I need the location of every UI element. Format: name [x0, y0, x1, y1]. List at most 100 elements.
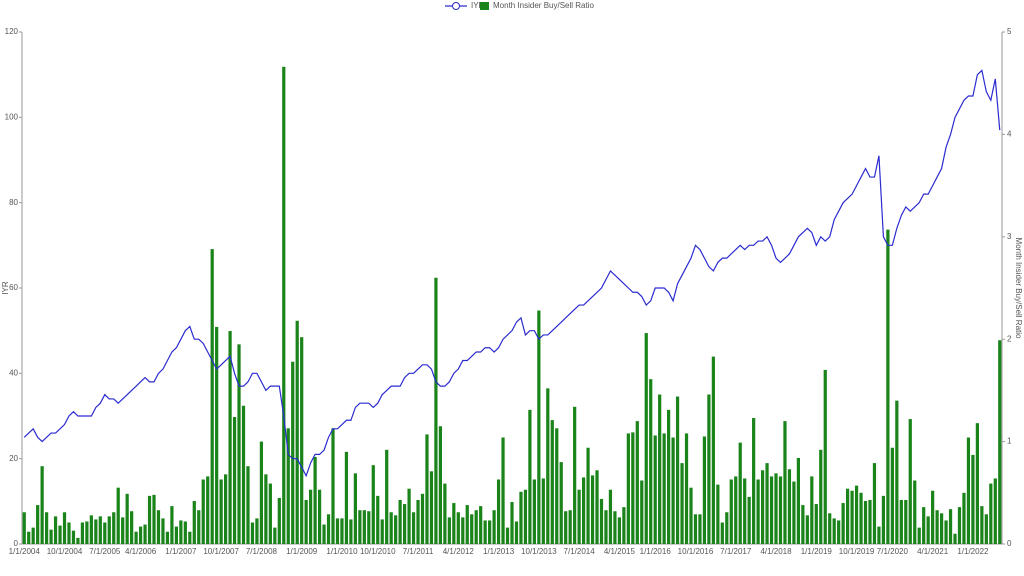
bar	[828, 513, 832, 544]
bar	[684, 433, 689, 544]
bar	[389, 512, 393, 544]
bar	[599, 498, 604, 544]
bar	[402, 504, 407, 544]
y2-axis-label: Month Insider Buy/Sell Ratio	[1014, 238, 1023, 339]
bar	[197, 510, 201, 544]
bar	[872, 463, 877, 544]
bar	[720, 522, 724, 544]
bar	[58, 525, 62, 544]
bar	[743, 478, 747, 544]
x-tick-label: 7/1/2014	[564, 547, 596, 556]
bar	[103, 522, 107, 544]
bar	[255, 518, 259, 544]
x-tick-label: 4/1/2015	[604, 547, 636, 556]
bar	[116, 487, 120, 544]
bar	[537, 310, 541, 544]
bar	[581, 477, 586, 544]
bar	[479, 506, 483, 544]
bar	[805, 515, 809, 544]
y2-tick-label: 2	[1007, 334, 1012, 343]
bar	[385, 449, 389, 544]
bar	[823, 369, 827, 544]
x-tick-label: 4/1/2021	[917, 547, 949, 556]
bar	[434, 277, 438, 544]
bar	[622, 507, 626, 544]
bar	[604, 510, 608, 544]
bar	[738, 442, 742, 544]
bar	[53, 516, 58, 544]
legend-marker	[452, 2, 460, 10]
bar	[411, 512, 416, 544]
bar	[304, 499, 308, 544]
bar	[156, 510, 161, 544]
bar	[546, 388, 550, 544]
bar	[394, 515, 398, 544]
bar	[470, 514, 474, 544]
legend: IYR Month Insider Buy/Sell Ratio	[445, 1, 594, 10]
bar	[778, 476, 783, 544]
bar	[725, 512, 729, 544]
bar	[501, 437, 505, 544]
y-tick-label: 0	[14, 539, 19, 548]
bar	[505, 527, 510, 544]
bar	[774, 473, 778, 544]
bar	[89, 515, 93, 544]
bar	[752, 418, 756, 544]
bar	[890, 447, 894, 544]
bar	[188, 531, 192, 544]
bar	[335, 518, 340, 544]
x-tick-label: 10/1/2019	[839, 547, 875, 556]
bar	[152, 494, 156, 544]
bar	[541, 478, 545, 544]
bar	[528, 409, 532, 544]
bar	[787, 469, 792, 544]
bar	[711, 356, 715, 544]
bar	[232, 417, 237, 544]
bar	[734, 476, 738, 544]
x-tick-label: 10/1/2010	[360, 547, 396, 556]
x-tick-label: 4/1/2018	[760, 547, 792, 556]
legend-label: Month Insider Buy/Sell Ratio	[493, 1, 594, 10]
bar	[201, 479, 205, 544]
bar	[461, 517, 465, 544]
bar	[85, 521, 89, 544]
bar	[125, 493, 129, 544]
x-tick-label: 10/1/2016	[678, 547, 714, 556]
bar	[31, 527, 35, 544]
bar	[264, 474, 268, 544]
bar	[40, 466, 44, 544]
bar	[577, 489, 581, 544]
bar	[295, 320, 299, 544]
bar	[559, 462, 563, 544]
bar	[49, 529, 53, 544]
bar	[693, 514, 698, 544]
bar	[94, 519, 98, 544]
y-tick-label: 80	[9, 198, 18, 207]
bar	[832, 518, 836, 544]
bar	[971, 454, 975, 544]
bar	[707, 394, 711, 544]
bar	[228, 331, 232, 544]
bar	[859, 492, 863, 544]
bar	[36, 505, 40, 544]
bar	[841, 503, 845, 544]
bar	[904, 499, 908, 544]
bar	[658, 394, 662, 544]
bar	[237, 344, 241, 544]
bar	[877, 526, 881, 544]
x-tick-label: 7/1/2005	[89, 547, 121, 556]
bar	[174, 526, 178, 544]
bar	[747, 496, 751, 544]
bar	[939, 513, 944, 544]
bar	[76, 537, 80, 544]
bar	[519, 491, 523, 544]
bar	[488, 520, 492, 544]
y2-tick-label: 5	[1007, 27, 1012, 36]
bar	[438, 426, 443, 544]
bar	[689, 487, 693, 544]
bar	[792, 481, 796, 544]
bar	[653, 435, 657, 544]
bar	[863, 500, 868, 544]
bar	[277, 497, 281, 544]
